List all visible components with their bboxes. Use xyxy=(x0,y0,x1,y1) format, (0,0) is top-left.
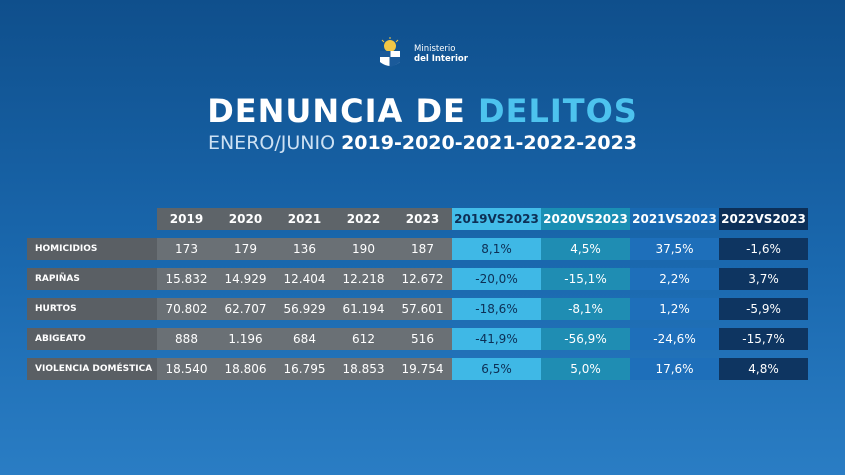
value-cell: 18.853 xyxy=(342,362,385,376)
title-part2: DELITOS xyxy=(478,92,638,130)
change-cell: -8,1% xyxy=(541,298,630,320)
header-2023: 2023 xyxy=(405,212,440,226)
ministry-name-line2: del Interior xyxy=(414,54,468,64)
table-row: HURTOS 70.802 62.707 56.929 61.194 57.60… xyxy=(27,298,808,320)
title-part1: DENUNCIA DE xyxy=(207,92,479,130)
value-cell: 516 xyxy=(411,332,434,346)
value-cell: 179 xyxy=(234,242,257,256)
table-header: 2019 2020 2021 2022 2023 2019VS2023 2020… xyxy=(157,208,808,230)
header-2020: 2020 xyxy=(228,212,263,226)
change-cell: -20,0% xyxy=(452,268,541,290)
change-cell: -56,9% xyxy=(541,328,630,350)
value-cell: 18.540 xyxy=(165,362,208,376)
value-cell: 57.601 xyxy=(401,302,444,316)
value-cell: 61.194 xyxy=(342,302,385,316)
change-cell: 4,8% xyxy=(719,358,808,380)
value-cell: 12.672 xyxy=(401,272,444,286)
value-cell: 18.806 xyxy=(224,362,267,376)
value-cell: 15.832 xyxy=(165,272,208,286)
value-cell: 684 xyxy=(293,332,316,346)
value-cell: 612 xyxy=(352,332,375,346)
value-cell: 70.802 xyxy=(165,302,208,316)
change-cell: -41,9% xyxy=(452,328,541,350)
value-cell: 62.707 xyxy=(224,302,267,316)
table-row: HOMICIDIOS 173 179 136 190 187 8,1% 4,5%… xyxy=(27,238,808,260)
change-cell: 37,5% xyxy=(630,238,719,260)
row-label: VIOLENCIA DOMÉSTICA xyxy=(27,358,157,380)
ministry-logo: Ministerio del Interior xyxy=(372,36,468,72)
table-row: ABIGEATO 888 1.196 684 612 516 -41,9% -5… xyxy=(27,328,808,350)
header-2020vs2023: 2020VS2023 xyxy=(541,208,630,230)
change-cell: 5,0% xyxy=(541,358,630,380)
value-cell: 19.754 xyxy=(401,362,444,376)
change-cell: 6,5% xyxy=(452,358,541,380)
header-2021: 2021 xyxy=(287,212,322,226)
header-2022vs2023: 2022VS2023 xyxy=(719,208,808,230)
value-cell: 14.929 xyxy=(224,272,267,286)
value-cell: 1.196 xyxy=(228,332,263,346)
value-cell: 12.218 xyxy=(342,272,385,286)
change-cell: 4,5% xyxy=(541,238,630,260)
value-cell: 187 xyxy=(411,242,434,256)
row-label: HOMICIDIOS xyxy=(27,238,157,260)
subtitle-period: ENERO/JUNIO xyxy=(207,132,342,154)
change-cell: 3,7% xyxy=(719,268,808,290)
row-label: HURTOS xyxy=(27,298,157,320)
change-cell: 1,2% xyxy=(630,298,719,320)
change-cell: -1,6% xyxy=(719,238,808,260)
page-title: DENUNCIA DE DELITOS xyxy=(0,92,845,130)
change-cell: 17,6% xyxy=(630,358,719,380)
ministry-name-line1: Ministerio xyxy=(414,44,456,54)
value-cell: 190 xyxy=(352,242,375,256)
header-2022: 2022 xyxy=(346,212,381,226)
change-cell: -5,9% xyxy=(719,298,808,320)
value-cell: 136 xyxy=(293,242,316,256)
change-cell: 8,1% xyxy=(452,238,541,260)
table-row: RAPIÑAS 15.832 14.929 12.404 12.218 12.6… xyxy=(27,268,808,290)
value-cell: 888 xyxy=(175,332,198,346)
row-label: RAPIÑAS xyxy=(27,268,157,290)
value-cell: 56.929 xyxy=(283,302,326,316)
value-cell: 12.404 xyxy=(283,272,326,286)
change-cell: -24,6% xyxy=(630,328,719,350)
value-cell: 16.795 xyxy=(283,362,326,376)
table-row: VIOLENCIA DOMÉSTICA 18.540 18.806 16.795… xyxy=(27,358,808,380)
change-cell: -18,6% xyxy=(452,298,541,320)
change-cell: -15,7% xyxy=(719,328,808,350)
row-label: ABIGEATO xyxy=(27,328,157,350)
header-2019vs2023: 2019VS2023 xyxy=(452,208,541,230)
header-2021vs2023: 2021VS2023 xyxy=(630,208,719,230)
page-subtitle: ENERO/JUNIO 2019-2020-2021-2022-2023 xyxy=(0,132,845,154)
header-2019: 2019 xyxy=(169,212,204,226)
change-cell: 2,2% xyxy=(630,268,719,290)
value-cell: 173 xyxy=(175,242,198,256)
change-cell: -15,1% xyxy=(541,268,630,290)
subtitle-years: 2019-2020-2021-2022-2023 xyxy=(341,132,638,154)
coat-of-arms-icon xyxy=(380,37,400,67)
